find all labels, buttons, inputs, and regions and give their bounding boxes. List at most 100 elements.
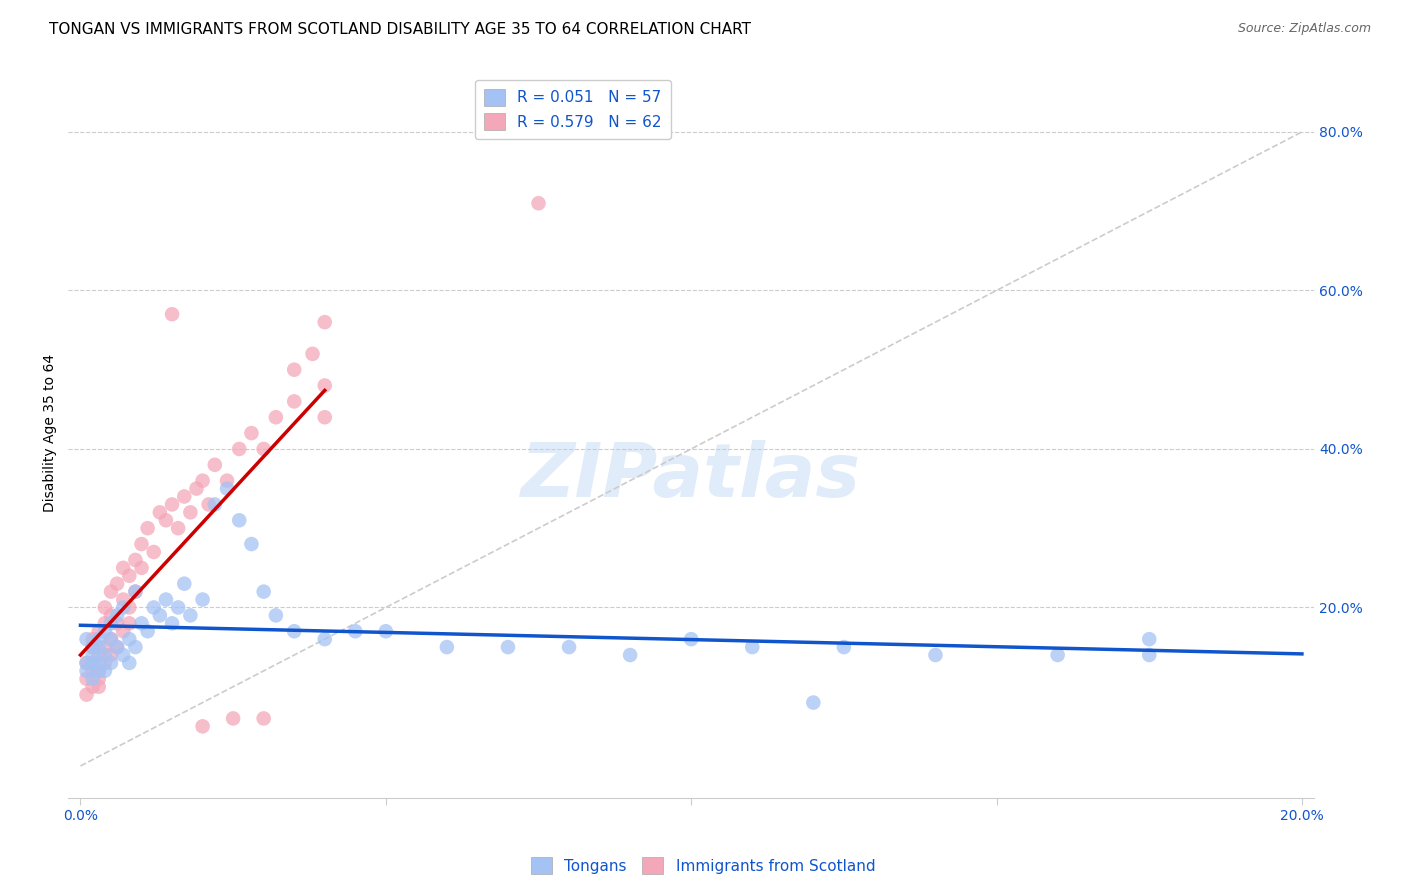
Point [314, 315, 336, 329]
Point [100, 632, 122, 647]
Point [94, 648, 117, 662]
Point [283, 394, 305, 409]
Point [82, 672, 104, 686]
Point [527, 196, 550, 211]
Point [197, 498, 219, 512]
Point [283, 624, 305, 639]
Point [118, 656, 141, 670]
Point [191, 592, 214, 607]
Point [681, 632, 703, 647]
Point [314, 378, 336, 392]
Point [82, 680, 104, 694]
Point [240, 537, 263, 551]
Point [1137, 648, 1160, 662]
Point [87, 664, 110, 678]
Point [76, 656, 98, 670]
Point [149, 608, 172, 623]
Point [87, 656, 110, 670]
Point [124, 584, 146, 599]
Point [112, 624, 135, 639]
Point [100, 632, 122, 647]
Point [100, 656, 122, 670]
Point [215, 474, 238, 488]
Point [155, 592, 177, 607]
Point [167, 600, 190, 615]
Point [142, 545, 165, 559]
Point [124, 553, 146, 567]
Point [100, 584, 122, 599]
Point [94, 624, 117, 639]
Point [112, 561, 135, 575]
Point [131, 537, 153, 551]
Point [149, 505, 172, 519]
Legend: R = 0.051   N = 57, R = 0.579   N = 62: R = 0.051 N = 57, R = 0.579 N = 62 [475, 79, 671, 139]
Point [204, 498, 226, 512]
Point [105, 640, 128, 654]
Point [186, 482, 208, 496]
Point [82, 664, 104, 678]
Point [131, 616, 153, 631]
Point [283, 362, 305, 376]
Point [264, 608, 287, 623]
Point [1046, 648, 1069, 662]
Y-axis label: Disability Age 35 to 64: Disability Age 35 to 64 [44, 354, 58, 512]
Point [100, 616, 122, 631]
Point [374, 624, 396, 639]
Point [801, 696, 824, 710]
Point [112, 592, 135, 607]
Point [87, 624, 110, 639]
Point [314, 632, 336, 647]
Point [94, 640, 117, 654]
Point [924, 648, 946, 662]
Point [253, 584, 276, 599]
Legend: Tongans, Immigrants from Scotland: Tongans, Immigrants from Scotland [524, 851, 882, 880]
Point [76, 664, 98, 678]
Text: ZIPatlas: ZIPatlas [522, 441, 862, 514]
Point [105, 616, 128, 631]
Point [76, 632, 98, 647]
Point [240, 426, 263, 441]
Point [87, 632, 110, 647]
Point [87, 648, 110, 662]
Point [118, 616, 141, 631]
Point [112, 600, 135, 615]
Point [179, 505, 201, 519]
Point [82, 640, 104, 654]
Point [253, 442, 276, 456]
Point [82, 656, 104, 670]
Point [76, 672, 98, 686]
Point [105, 640, 128, 654]
Point [94, 616, 117, 631]
Point [124, 584, 146, 599]
Point [167, 521, 190, 535]
Point [100, 608, 122, 623]
Point [741, 640, 763, 654]
Point [301, 347, 323, 361]
Point [344, 624, 367, 639]
Point [264, 410, 287, 425]
Point [436, 640, 458, 654]
Point [496, 640, 519, 654]
Point [87, 672, 110, 686]
Point [131, 561, 153, 575]
Point [222, 711, 245, 725]
Text: Source: ZipAtlas.com: Source: ZipAtlas.com [1237, 22, 1371, 36]
Point [558, 640, 581, 654]
Point [94, 600, 117, 615]
Point [82, 632, 104, 647]
Point [136, 521, 159, 535]
Point [87, 664, 110, 678]
Point [118, 600, 141, 615]
Point [87, 680, 110, 694]
Point [82, 656, 104, 670]
Point [204, 458, 226, 472]
Point [228, 513, 250, 527]
Point [100, 648, 122, 662]
Point [173, 490, 195, 504]
Point [94, 664, 117, 678]
Point [118, 632, 141, 647]
Point [160, 616, 183, 631]
Point [832, 640, 855, 654]
Point [1137, 632, 1160, 647]
Point [76, 688, 98, 702]
